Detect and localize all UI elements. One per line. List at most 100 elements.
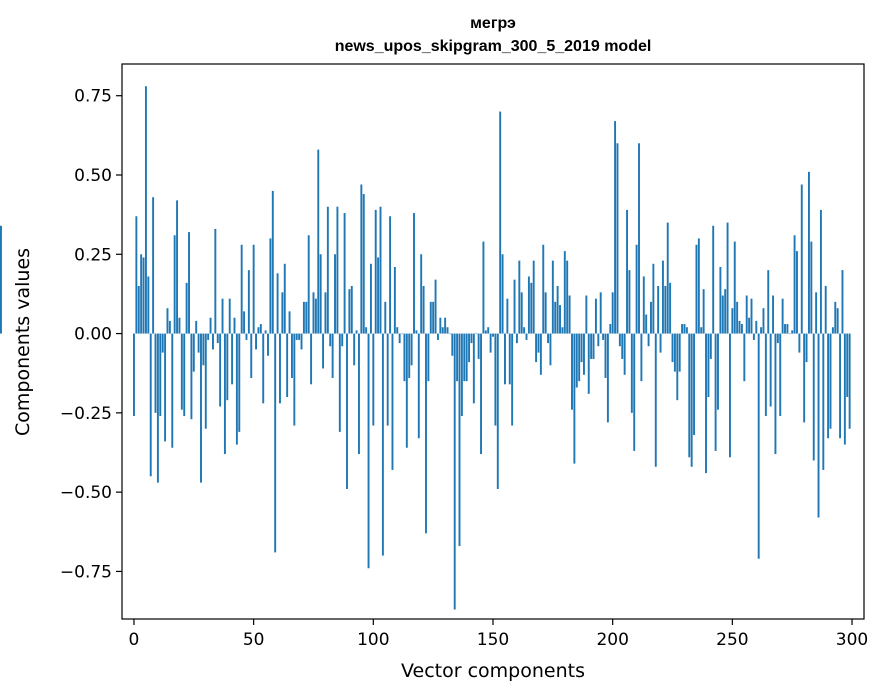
bar-127 [436,333,439,340]
bar-171 [542,244,545,334]
bar-26 [195,320,198,334]
bar-100 [372,333,375,426]
bar-242 [712,225,715,334]
bar-197 [604,333,607,378]
bar-246 [721,295,724,334]
bar-159 [513,279,516,334]
bar-216 [650,301,652,334]
bar-199 [609,324,612,334]
bar-204 [621,333,624,359]
bar-50 [252,244,255,334]
bar-3 [140,254,143,334]
bar-74 [310,333,313,385]
bar-284 [812,333,815,461]
bar-185 [575,333,578,388]
bar-226 [673,333,676,372]
bar-235 [695,244,698,334]
bar-265 [767,270,770,334]
bar-101 [374,209,377,334]
bar-228 [678,333,681,372]
bar-151 [494,333,497,426]
bar-107 [389,216,392,334]
bar-141 [470,333,473,344]
x-axis-ticks: 0 50 100 150 200 250 300 [129,619,868,650]
bar-264 [764,333,767,417]
bar-256 [745,295,748,334]
bar-288 [822,333,825,470]
bar-268 [774,333,777,455]
bar-176 [554,301,557,334]
bar-30 [204,333,207,429]
bar-198 [606,333,609,423]
bar-225 [671,333,674,363]
bar-108 [391,333,394,470]
bar-296 [841,270,844,334]
bar-81 [326,206,329,334]
bar-250 [731,308,734,334]
bar-49 [250,333,253,378]
bar-2 [137,286,140,334]
bar-274 [788,333,791,335]
bar-165 [527,276,530,334]
bar-210 [635,244,638,334]
bar-38 [223,333,226,455]
bar-194 [597,333,600,347]
bar-29 [202,333,205,366]
bar-144 [477,333,480,359]
bar-94 [358,333,360,455]
bar-227 [676,333,679,401]
bar-275 [791,330,794,334]
bar-180 [563,251,566,334]
bar-260 [755,320,758,334]
bar-193 [594,298,597,334]
bar-32 [209,317,212,334]
bar-145 [480,333,482,455]
bar-41 [231,333,234,385]
bar-258 [750,298,753,334]
bar-128 [439,317,442,334]
bar-66 [290,333,293,378]
bar-86 [338,333,341,432]
bar-80 [324,292,327,334]
bar-271 [781,298,784,334]
bar-73 [307,235,310,334]
bar-34 [214,228,217,334]
y-tick-label: 0.25 [74,245,112,265]
bar-221 [661,260,664,334]
bar-118 [415,330,418,334]
bar-11 [159,333,162,417]
bar-139 [465,333,468,382]
bar-292 [831,327,834,334]
bar-247 [724,289,727,334]
bar-48 [247,270,250,334]
bar-undefined [0,225,2,334]
bar-125 [432,301,435,334]
bar-202 [616,143,619,334]
y-tick-label: −0.75 [60,562,112,582]
bar-52 [257,327,260,334]
bar-146 [482,241,485,334]
bar-222 [664,286,667,334]
bar-195 [599,292,602,334]
bar-277 [796,251,798,334]
bar-191 [590,333,593,359]
bar-276 [793,235,796,334]
bar-78 [319,254,322,334]
bar-68 [295,333,298,340]
bar-105 [384,301,387,334]
bar-21 [183,333,186,417]
bar-203 [618,333,621,347]
bar-115 [408,333,411,378]
bar-133 [451,333,454,356]
bar-119 [417,333,420,439]
bar-200 [611,292,614,334]
bar-166 [530,282,533,334]
bar-173 [547,333,550,344]
bar-122 [425,333,427,534]
bar-273 [786,324,789,334]
bar-83 [331,333,334,378]
bar-291 [829,333,832,429]
bar-131 [446,327,449,334]
bar-39 [226,333,229,401]
chart-title: мегрэ [470,15,516,32]
